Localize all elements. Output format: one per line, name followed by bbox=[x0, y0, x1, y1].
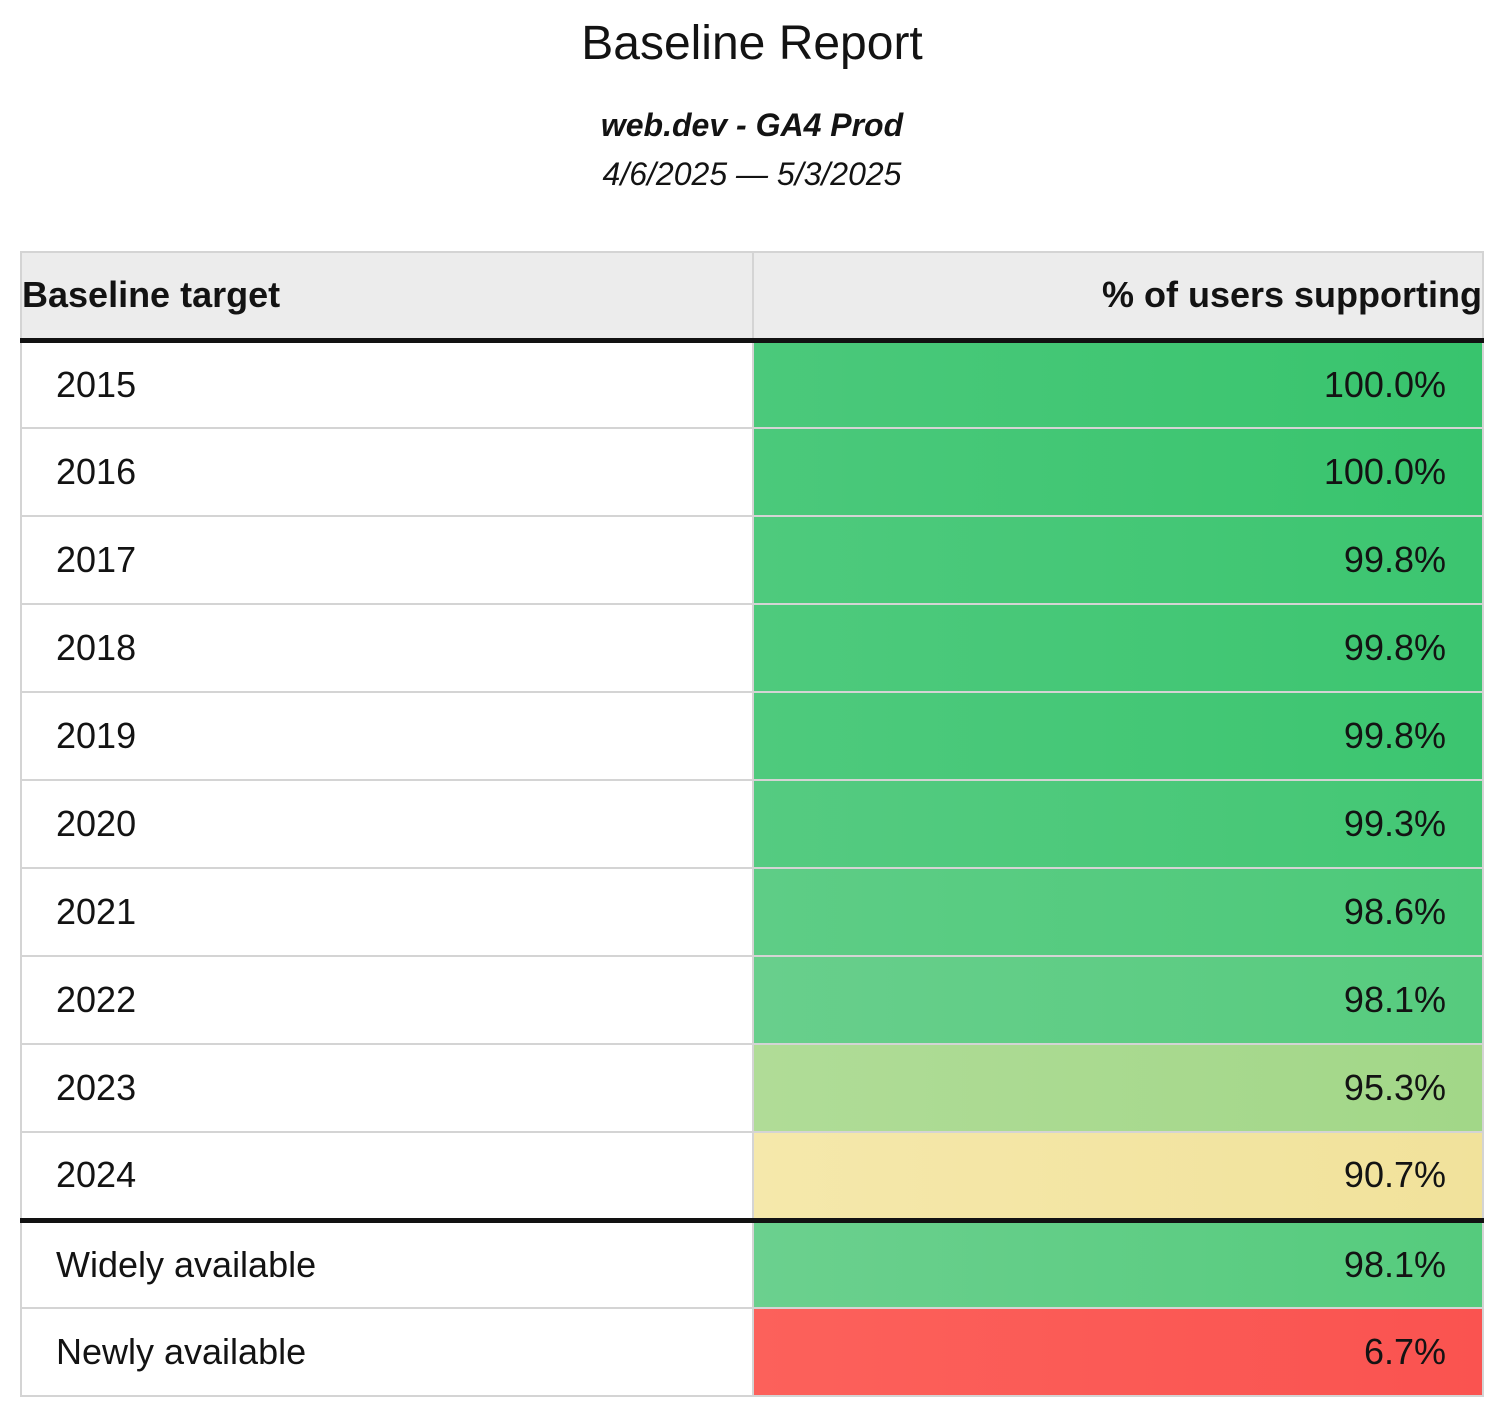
baseline-target-cell: 2016 bbox=[20, 427, 754, 517]
table-row: 2018 99.8% bbox=[20, 603, 1484, 693]
baseline-target-cell: 2017 bbox=[20, 515, 754, 605]
support-percentage-cell: 100.0% bbox=[752, 339, 1484, 429]
table-row: 2024 90.7% bbox=[20, 1131, 1484, 1223]
support-percentage-cell: 99.8% bbox=[752, 691, 1484, 781]
support-percentage-cell: 100.0% bbox=[752, 427, 1484, 517]
table-row: 2015 100.0% bbox=[20, 339, 1484, 429]
baseline-target-cell: 2020 bbox=[20, 779, 754, 869]
baseline-target-cell: 2022 bbox=[20, 955, 754, 1045]
baseline-table: Baseline target % of users supporting 20… bbox=[20, 251, 1484, 1397]
baseline-target-cell: Widely available bbox=[20, 1219, 754, 1309]
baseline-target-cell: 2019 bbox=[20, 691, 754, 781]
page-title: Baseline Report bbox=[581, 17, 923, 70]
baseline-target-cell: 2021 bbox=[20, 867, 754, 957]
support-percentage-cell: 99.8% bbox=[752, 603, 1484, 693]
baseline-target-cell: 2024 bbox=[20, 1131, 754, 1223]
table-row: 2023 95.3% bbox=[20, 1043, 1484, 1133]
header-row: Baseline target % of users supporting bbox=[20, 251, 1484, 343]
support-percentage-cell: 90.7% bbox=[752, 1131, 1484, 1223]
support-percentage-cell: 95.3% bbox=[752, 1043, 1484, 1133]
column-header-percent-supporting: % of users supporting bbox=[752, 251, 1484, 343]
table-row: Newly available 6.7% bbox=[20, 1307, 1484, 1397]
support-percentage-cell: 99.8% bbox=[752, 515, 1484, 605]
baseline-report-page: Baseline Report web.dev - GA4 Prod 4/6/2… bbox=[0, 0, 1504, 1397]
baseline-target-cell: 2018 bbox=[20, 603, 754, 693]
support-percentage-cell: 99.3% bbox=[752, 779, 1484, 869]
baseline-target-cell: Newly available bbox=[20, 1307, 754, 1397]
support-percentage-cell: 6.7% bbox=[752, 1307, 1484, 1397]
table-row: 2019 99.8% bbox=[20, 691, 1484, 781]
table-row: 2022 98.1% bbox=[20, 955, 1484, 1045]
table-header: Baseline target % of users supporting bbox=[20, 251, 1484, 343]
baseline-target-cell: 2015 bbox=[20, 339, 754, 429]
table-row: 2020 99.3% bbox=[20, 779, 1484, 869]
support-percentage-cell: 98.1% bbox=[752, 955, 1484, 1045]
column-header-baseline-target: Baseline target bbox=[20, 251, 754, 343]
support-percentage-cell: 98.1% bbox=[752, 1219, 1484, 1309]
table-row: 2017 99.8% bbox=[20, 515, 1484, 605]
table-row: 2021 98.6% bbox=[20, 867, 1484, 957]
table-row: 2016 100.0% bbox=[20, 427, 1484, 517]
table-row: Widely available 98.1% bbox=[20, 1219, 1484, 1309]
baseline-target-cell: 2023 bbox=[20, 1043, 754, 1133]
report-header: Baseline Report web.dev - GA4 Prod 4/6/2… bbox=[0, 0, 1504, 193]
table-body: 2015 100.0% 2016 100.0% 2017 99.8% 2018 … bbox=[20, 339, 1484, 1397]
report-subtitle: web.dev - GA4 Prod bbox=[600, 107, 904, 143]
report-date-range: 4/6/2025 — 5/3/2025 bbox=[602, 156, 902, 192]
support-percentage-cell: 98.6% bbox=[752, 867, 1484, 957]
